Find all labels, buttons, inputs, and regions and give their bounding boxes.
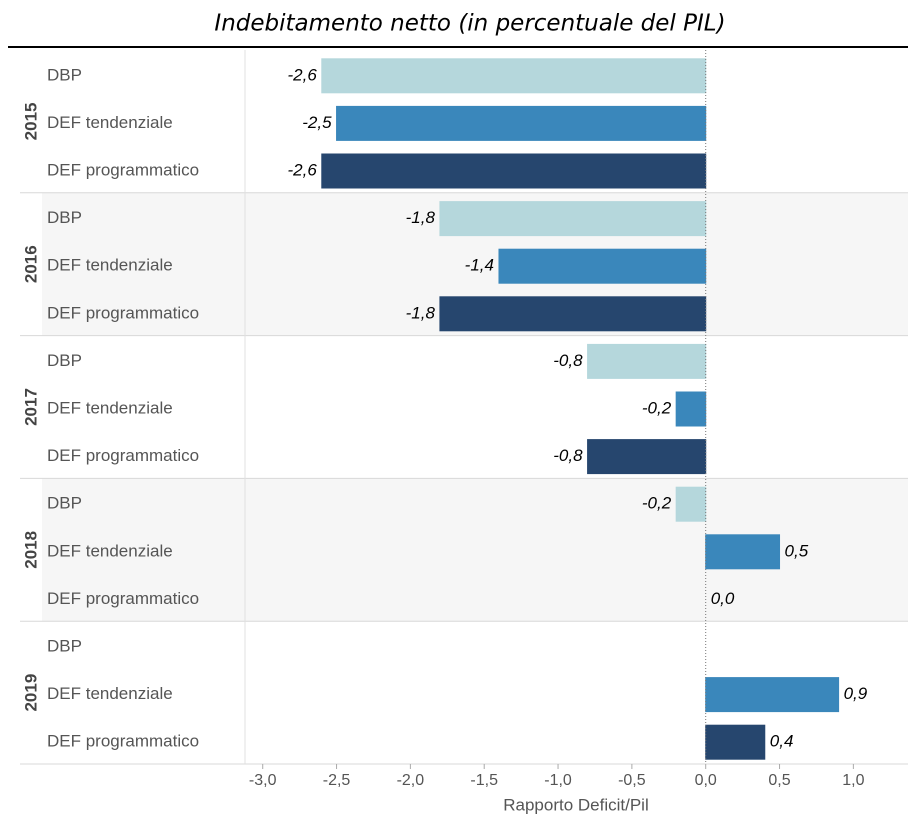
bar xyxy=(705,724,766,760)
category-label: DEF programmatico xyxy=(47,303,199,322)
category-label: DBP xyxy=(47,494,82,513)
category-label: DEF tendenziale xyxy=(47,256,173,275)
category-label: DEF tendenziale xyxy=(47,541,173,560)
bar xyxy=(675,391,707,427)
value-label: -2,5 xyxy=(302,113,332,132)
bar xyxy=(321,153,707,189)
group-label: 2015 xyxy=(21,102,40,140)
x-tick-label: -0,5 xyxy=(618,772,646,789)
category-label: DBP xyxy=(47,351,82,370)
bar xyxy=(587,343,707,379)
value-label: -0,8 xyxy=(553,351,583,370)
x-tick-label: -2,5 xyxy=(323,772,351,789)
value-label: -1,8 xyxy=(406,208,436,227)
category-label: DEF tendenziale xyxy=(47,113,173,132)
value-label: -0,2 xyxy=(642,494,672,513)
value-label: -1,8 xyxy=(406,303,436,322)
value-label: -0,2 xyxy=(642,398,672,417)
value-label: 0,9 xyxy=(844,684,868,703)
category-label: DEF programmatico xyxy=(47,589,199,608)
category-label: DEF programmatico xyxy=(47,446,199,465)
category-label: DBP xyxy=(47,65,82,84)
x-tick-label: -1,5 xyxy=(470,772,498,789)
category-label: DEF programmatico xyxy=(47,732,199,751)
category-label: DBP xyxy=(47,636,82,655)
value-label: -0,8 xyxy=(553,446,583,465)
bar xyxy=(705,677,840,713)
category-label: DEF tendenziale xyxy=(47,684,173,703)
bar xyxy=(439,201,707,237)
value-label: -1,4 xyxy=(465,256,494,275)
bar xyxy=(675,486,707,522)
group-label: 2019 xyxy=(21,674,40,712)
group-label: 2016 xyxy=(21,245,40,283)
category-label: DEF programmatico xyxy=(47,160,199,179)
x-tick-label: 0,0 xyxy=(695,772,717,789)
group-label: 2017 xyxy=(21,388,40,426)
x-tick-label: 1,0 xyxy=(842,772,864,789)
category-label: DEF tendenziale xyxy=(47,398,173,417)
bar xyxy=(321,58,707,94)
value-label: -2,6 xyxy=(287,65,317,84)
bar xyxy=(439,296,707,332)
group-label: 2018 xyxy=(21,531,40,569)
bar xyxy=(587,439,707,475)
value-label: 0,5 xyxy=(785,541,809,560)
value-label: -2,6 xyxy=(287,160,317,179)
bar xyxy=(705,534,781,570)
value-label: 0,4 xyxy=(770,732,794,751)
x-tick-label: -3,0 xyxy=(249,772,277,789)
category-label: DBP xyxy=(47,208,82,227)
x-axis-label: Rapporto Deficit/Pil xyxy=(503,795,649,814)
x-tick-label: -2,0 xyxy=(397,772,425,789)
bar xyxy=(498,248,707,284)
bar xyxy=(336,105,707,141)
x-tick-label: -1,0 xyxy=(544,772,572,789)
chart-title: Indebitamento netto (in percentuale del … xyxy=(214,11,725,37)
value-label: 0,0 xyxy=(711,589,735,608)
x-tick-label: 0,5 xyxy=(768,772,790,789)
